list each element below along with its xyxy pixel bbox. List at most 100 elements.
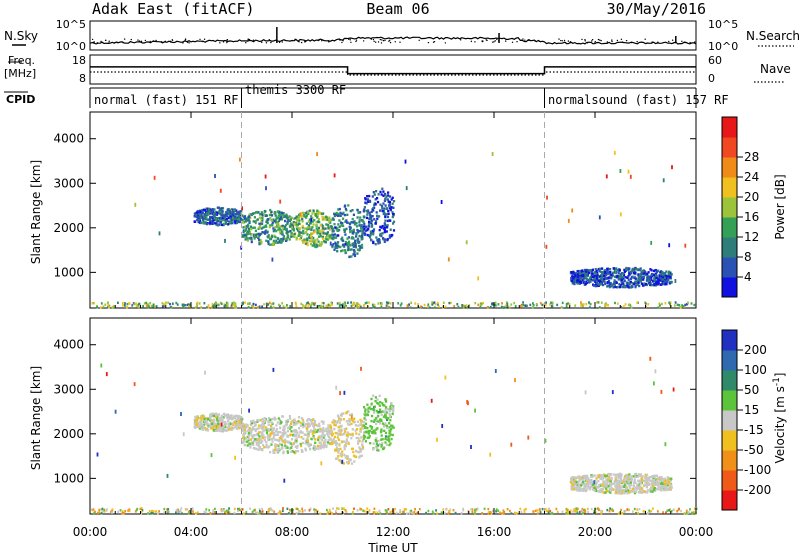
echo-point [379, 410, 383, 414]
echo-point [654, 272, 657, 275]
noise-dot [138, 40, 141, 42]
noise-dot [651, 41, 653, 43]
noise-dot [586, 42, 589, 44]
echo-point [260, 431, 263, 434]
echo-point [666, 482, 669, 485]
echo-point [117, 301, 119, 304]
noise-dot [261, 41, 263, 44]
echo-point [263, 439, 266, 442]
echo-point [273, 418, 276, 421]
echo-point [663, 488, 666, 492]
echo-point [230, 220, 233, 224]
echo-point [238, 421, 241, 424]
echo-point [386, 438, 389, 441]
echo-point [448, 510, 450, 513]
echo-point [343, 213, 346, 217]
echo-point [100, 512, 103, 515]
echo-point [225, 301, 228, 304]
echo-point [604, 491, 607, 494]
echo-point [654, 369, 657, 374]
echo-point [648, 476, 651, 479]
echo-point [588, 269, 591, 272]
echo-point [388, 201, 391, 204]
echo-point [249, 438, 253, 441]
echo-point [661, 274, 664, 277]
echo-point [344, 243, 347, 246]
cpid-segment-2: themis 3300 RF [245, 83, 346, 97]
echo-point [638, 488, 642, 491]
echo-point [260, 434, 263, 438]
echo-point [281, 226, 285, 230]
echo-point [335, 421, 338, 424]
echo-point [523, 508, 526, 512]
echo-point [297, 222, 301, 225]
echo-point [578, 270, 581, 274]
echo-point [322, 212, 325, 215]
echo-point [466, 305, 469, 309]
echo-point [251, 426, 254, 429]
echo-point [122, 304, 124, 307]
echo-point [573, 508, 575, 511]
echo-point [634, 486, 637, 489]
noise-dot [362, 40, 365, 42]
echo-point [211, 208, 214, 211]
echo-point [356, 216, 359, 219]
echo-point [366, 426, 369, 430]
echo-point [634, 475, 637, 478]
echo-point [336, 212, 339, 215]
echo-point [354, 424, 357, 427]
echo-point [605, 303, 608, 307]
power-colorbar-segment [722, 217, 737, 238]
echo-point [355, 449, 358, 453]
freq-tick-top: 18 [72, 54, 86, 67]
echo-point [321, 237, 325, 240]
echo-point [269, 434, 272, 437]
echo-point [206, 222, 209, 226]
echo-point [268, 213, 271, 217]
echo-point [565, 509, 568, 512]
echo-point [470, 445, 472, 449]
echo-point [570, 279, 574, 283]
echo-point [674, 301, 677, 304]
echo-point [629, 481, 632, 484]
echo-point [589, 306, 591, 309]
echo-point [343, 249, 347, 252]
echo-point [579, 272, 582, 276]
echo-point [211, 212, 214, 215]
echo-point [234, 302, 237, 305]
echo-point [241, 508, 244, 511]
noise-dot [379, 38, 382, 41]
echo-point [218, 424, 222, 427]
echo-point [357, 231, 360, 234]
echo-point [588, 271, 591, 275]
echo-point [310, 437, 313, 441]
echo-point [217, 206, 221, 209]
echo-point [378, 394, 381, 398]
echo-point [323, 240, 326, 243]
noise-dot [399, 41, 401, 43]
echo-point [264, 445, 268, 449]
noise-dot [611, 40, 613, 43]
echo-point [574, 476, 577, 480]
echo-point [384, 214, 387, 217]
echo-point [565, 512, 568, 515]
echo-point [607, 480, 610, 483]
echo-point [629, 174, 632, 179]
echo-point [609, 482, 612, 485]
echo-point [506, 302, 509, 305]
echo-point [391, 406, 394, 409]
echo-point [264, 174, 267, 179]
echo-point [571, 483, 574, 486]
echo-point [615, 286, 618, 289]
echo-point [580, 274, 583, 277]
echo-point [578, 476, 581, 479]
echo-point [372, 305, 375, 308]
echo-point [348, 413, 351, 417]
echo-point [113, 305, 116, 309]
echo-point [380, 302, 383, 305]
echo-point [584, 273, 587, 276]
echo-point [304, 442, 307, 445]
echo-point [364, 413, 367, 417]
echo-point [366, 195, 369, 198]
echo-point [370, 222, 373, 225]
